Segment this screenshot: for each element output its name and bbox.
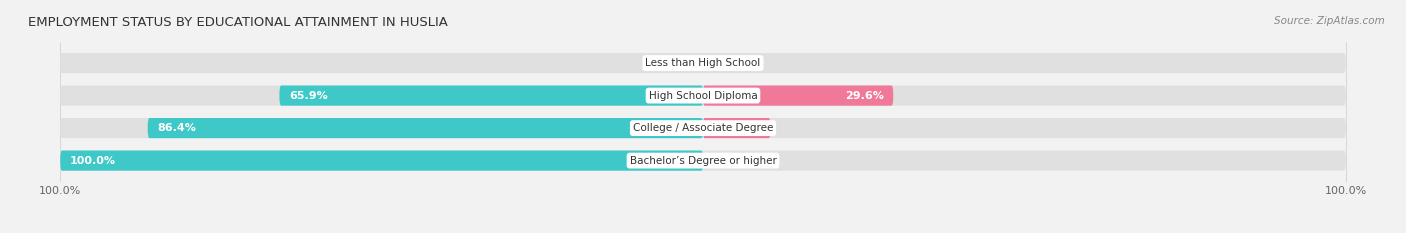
FancyBboxPatch shape bbox=[60, 86, 1346, 106]
Text: Bachelor’s Degree or higher: Bachelor’s Degree or higher bbox=[630, 156, 776, 166]
FancyBboxPatch shape bbox=[60, 151, 703, 171]
FancyBboxPatch shape bbox=[280, 86, 703, 106]
FancyBboxPatch shape bbox=[148, 118, 703, 138]
FancyBboxPatch shape bbox=[60, 53, 1346, 73]
Text: 65.9%: 65.9% bbox=[290, 91, 328, 101]
FancyBboxPatch shape bbox=[703, 86, 893, 106]
Text: Source: ZipAtlas.com: Source: ZipAtlas.com bbox=[1274, 16, 1385, 26]
Text: High School Diploma: High School Diploma bbox=[648, 91, 758, 101]
FancyBboxPatch shape bbox=[703, 118, 770, 138]
Text: 0.0%: 0.0% bbox=[716, 58, 744, 68]
Text: 10.5%: 10.5% bbox=[723, 123, 761, 133]
FancyBboxPatch shape bbox=[60, 118, 1346, 138]
Text: 0.0%: 0.0% bbox=[716, 156, 744, 166]
Text: 86.4%: 86.4% bbox=[157, 123, 197, 133]
Text: 100.0%: 100.0% bbox=[70, 156, 115, 166]
Text: Less than High School: Less than High School bbox=[645, 58, 761, 68]
Text: 0.0%: 0.0% bbox=[662, 58, 690, 68]
FancyBboxPatch shape bbox=[60, 151, 1346, 171]
Text: EMPLOYMENT STATUS BY EDUCATIONAL ATTAINMENT IN HUSLIA: EMPLOYMENT STATUS BY EDUCATIONAL ATTAINM… bbox=[28, 16, 449, 29]
Text: 29.6%: 29.6% bbox=[845, 91, 883, 101]
Text: College / Associate Degree: College / Associate Degree bbox=[633, 123, 773, 133]
